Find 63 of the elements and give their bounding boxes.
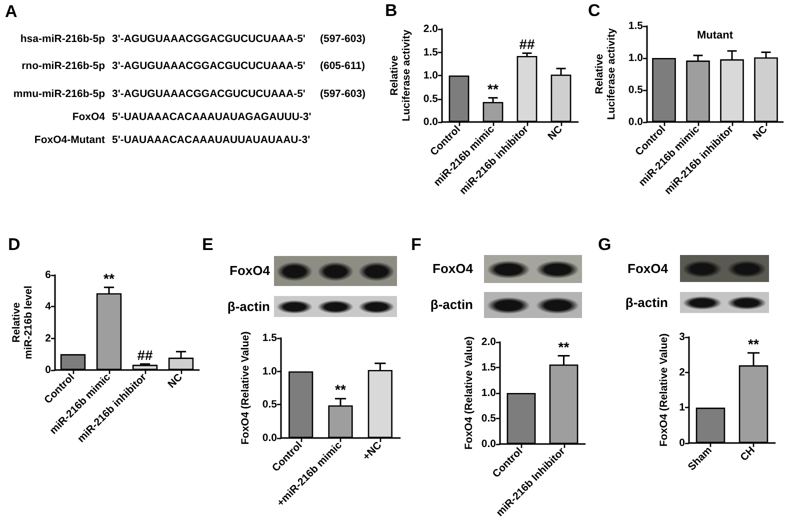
annotation: ## xyxy=(137,346,153,363)
y-tick-label: 2.0 xyxy=(481,336,496,348)
y-tick-label: 2.0 xyxy=(423,23,438,35)
y-tick-label: 1.0 xyxy=(423,70,438,82)
y-tick-label: 1.0 xyxy=(481,387,496,399)
chart-title: F xyxy=(411,235,422,254)
y-tick-label: 3 xyxy=(679,331,686,343)
y-tick-label: 1.0 xyxy=(628,52,644,64)
y-tick-label: 0.5 xyxy=(481,412,496,424)
y-tick-label: 0.5 xyxy=(423,92,438,105)
text: A xyxy=(5,2,18,21)
annotation: ## xyxy=(519,36,535,52)
y-tick-label: 0.0 xyxy=(628,116,644,128)
chart-title: E xyxy=(202,235,214,254)
y-axis-title: FoxO4 (Relative Value) xyxy=(658,333,670,447)
y-tick-label: 4 xyxy=(45,300,52,313)
text: FoxO4 xyxy=(628,260,668,276)
y-tick-label: 0.0 xyxy=(262,432,278,444)
y-tick-label: 6 xyxy=(45,269,52,281)
y-tick-label: 0 xyxy=(45,364,52,376)
x-tick-label: NC xyxy=(751,124,770,143)
y-tick-label: 1.5 xyxy=(262,332,278,344)
text: FoxO4 5'-UAUAAACACAAAUAUAGAGAUUU-3' xyxy=(72,111,312,123)
y-tick-label: 1.5 xyxy=(628,20,644,32)
y-tick-label: 2 xyxy=(679,366,686,378)
x-tick-label: NC xyxy=(546,124,566,143)
y-tick-label: 1.0 xyxy=(262,365,278,378)
text: rno-miR-216b-5p 3'-AGUGUAAACGGACGUCUCUAAA-5' (605-611) xyxy=(22,60,365,72)
chart-title: D xyxy=(8,235,20,254)
chart-subtitle: Mutant xyxy=(696,30,734,42)
y-tick-label: 1 xyxy=(679,402,686,414)
x-tick-label: NC xyxy=(166,372,186,391)
annotation: ** xyxy=(488,80,499,97)
text: FoxO4 xyxy=(230,263,270,278)
y-tick-label: 0.5 xyxy=(628,84,644,96)
text: β-actin xyxy=(430,297,473,312)
y-axis-title: FoxO4 (Relative Value) xyxy=(240,331,252,445)
y-axis-title: FoxO4 (Relative Value) xyxy=(463,336,475,450)
text: β-actin xyxy=(625,294,668,310)
annotation: ** xyxy=(104,270,115,286)
x-tick-label: +NC xyxy=(361,440,384,463)
y-tick-label: 0.0 xyxy=(423,116,438,128)
y-axis-title: Relative Luciferase activity xyxy=(594,28,618,120)
y-axis-title: Relative Luciferase activity xyxy=(388,30,413,122)
annotation: ** xyxy=(558,338,570,355)
y-tick-label: 1.5 xyxy=(423,46,438,58)
y-tick-label: 2 xyxy=(45,332,52,344)
y-tick-label: 0.0 xyxy=(481,438,496,450)
chart-title: G xyxy=(598,235,612,254)
text: β-actin xyxy=(227,298,270,314)
text: hsa-miR-216b-5p 3'-AGUGUAAACGGACGUCUCUAAA-5' (597-603) xyxy=(20,33,366,45)
x-tick-label: CH xyxy=(738,445,758,464)
text: FoxO4 xyxy=(432,261,473,276)
text: mmu-miR-216b-5p 3'-AGUGUAAACGGACGUCUCUAAA-5' (597-603) xyxy=(13,88,366,100)
y-tick-label: 0 xyxy=(679,437,686,449)
annotation: ** xyxy=(748,336,760,352)
chart-title: C xyxy=(588,1,600,20)
y-tick-label: 1.5 xyxy=(481,362,496,374)
text: FoxO4-Mutant 5'-UAUAAACACAAAUAUUAUAUAAU-3' xyxy=(34,134,310,146)
annotation: ** xyxy=(335,382,346,398)
y-axis-title: Relative miR-216b level xyxy=(10,286,34,360)
chart-title: B xyxy=(385,1,398,20)
y-tick-label: 0.5 xyxy=(262,398,278,411)
